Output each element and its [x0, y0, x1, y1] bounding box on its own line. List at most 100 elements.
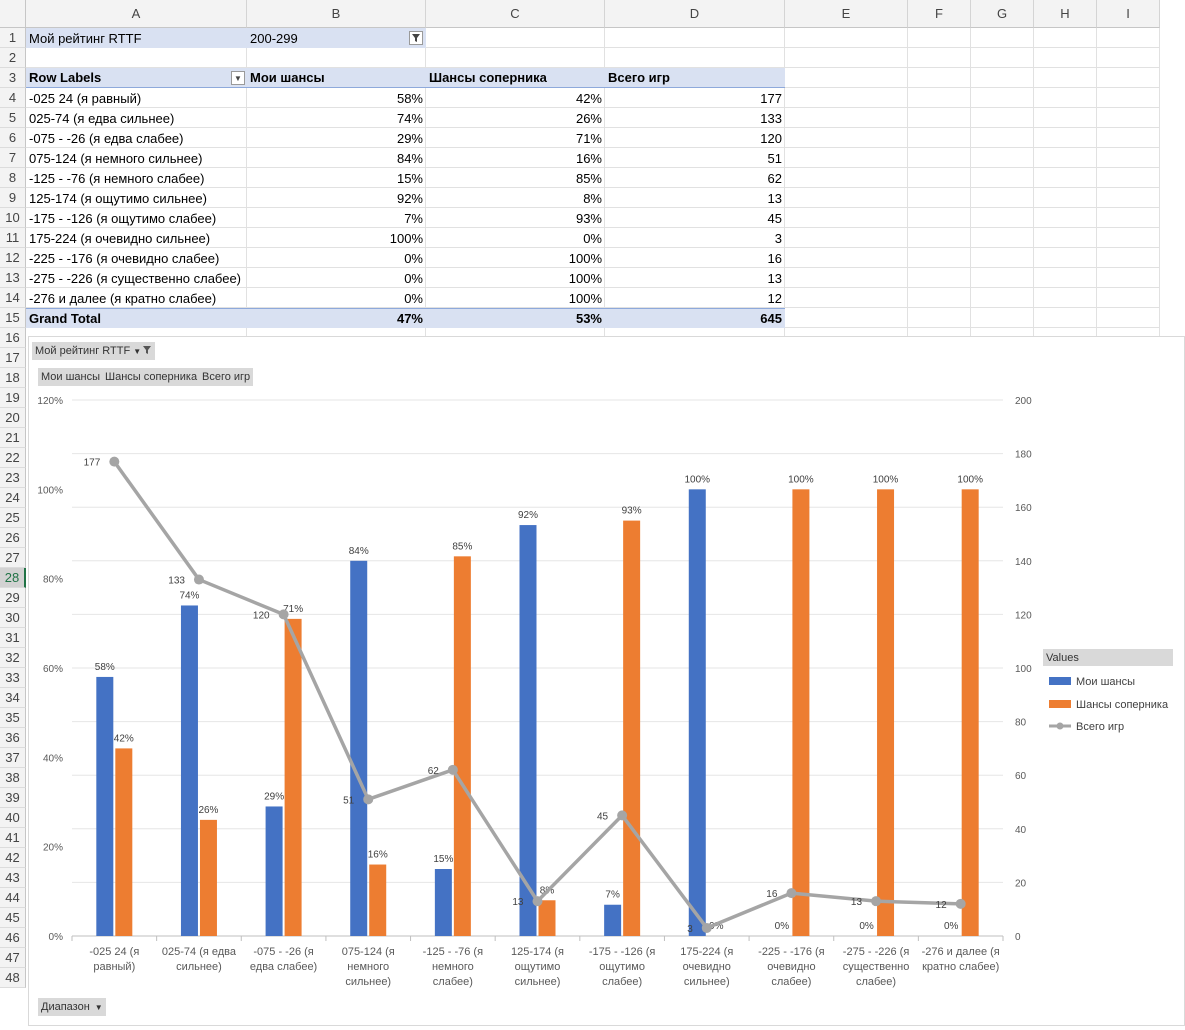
row-header-38[interactable]: 38	[0, 768, 26, 788]
row-header-1[interactable]: 1	[0, 28, 26, 48]
row-header-18[interactable]: 18	[0, 368, 26, 388]
row-header-44[interactable]: 44	[0, 888, 26, 908]
pivot-value-cell[interactable]: 0%	[404, 270, 423, 286]
filter-icon[interactable]	[409, 31, 423, 45]
pivot-value-cell[interactable]: 93%	[575, 210, 602, 226]
pivot-chart[interactable]: Мой рейтинг RTTF ▼ Мои шансы Шансы сопер…	[28, 336, 1185, 1026]
row-header-32[interactable]: 32	[0, 648, 26, 668]
pivot-value-cell[interactable]: 177	[760, 90, 782, 106]
pivot-value-cell[interactable]: 15%	[396, 170, 423, 186]
column-header-e[interactable]: E	[785, 0, 908, 28]
pivot-value-cell[interactable]: 3	[774, 230, 782, 246]
column-header-g[interactable]: G	[971, 0, 1034, 28]
row-header-46[interactable]: 46	[0, 928, 26, 948]
column-header-a[interactable]: A	[26, 0, 247, 28]
pivot-value-cell[interactable]: 133	[760, 110, 782, 126]
row-header-8[interactable]: 8	[0, 168, 26, 188]
pivot-row-label[interactable]: -276 и далее (я кратно слабее)	[29, 290, 217, 306]
pivot-value-cell[interactable]: 120	[760, 130, 782, 146]
row-header-6[interactable]: 6	[0, 128, 26, 148]
row-header-16[interactable]: 16	[0, 328, 26, 348]
pivot-value-cell[interactable]: 45	[767, 210, 782, 226]
pivot-row-label[interactable]: 125-174 (я ощутимо сильнее)	[29, 190, 207, 206]
pivot-row-label[interactable]: 025-74 (я едва сильнее)	[29, 110, 175, 126]
pivot-value-cell[interactable]: 92%	[396, 190, 423, 206]
row-header-36[interactable]: 36	[0, 728, 26, 748]
pivot-value-cell[interactable]: 16	[767, 250, 782, 266]
chart-values-button-total-games[interactable]: Всего игр	[199, 368, 254, 386]
column-header-i[interactable]: I	[1097, 0, 1160, 28]
row-header-20[interactable]: 20	[0, 408, 26, 428]
row-header-15[interactable]: 15	[0, 308, 26, 328]
row-header-48[interactable]: 48	[0, 968, 26, 988]
pivot-row-label[interactable]: -025 24 (я равный)	[29, 90, 142, 106]
row-header-5[interactable]: 5	[0, 108, 26, 128]
pivot-row-label[interactable]: 075-124 (я немного сильнее)	[29, 150, 203, 166]
row-header-27[interactable]: 27	[0, 548, 26, 568]
pivot-value-cell[interactable]: 29%	[396, 130, 423, 146]
pivot-value-cell[interactable]: 100%	[389, 230, 423, 246]
filter-value[interactable]: 200-299	[247, 28, 426, 48]
pivot-value-cell[interactable]: 100%	[568, 270, 602, 286]
row-header-3[interactable]: 3	[0, 68, 26, 88]
pivot-value-cell[interactable]: 0%	[583, 230, 602, 246]
chart-axis-field-button[interactable]: Диапазон ▼	[38, 998, 106, 1016]
row-header-28[interactable]: 28	[0, 568, 26, 588]
row-header-47[interactable]: 47	[0, 948, 26, 968]
row-header-4[interactable]: 4	[0, 88, 26, 108]
pivot-value-cell[interactable]: 85%	[575, 170, 602, 186]
row-header-41[interactable]: 41	[0, 828, 26, 848]
pivot-value-cell[interactable]: 8%	[583, 190, 602, 206]
chart-values-button-opponent-chances[interactable]: Шансы соперника	[102, 368, 201, 386]
pivot-value-cell[interactable]: 62	[767, 170, 782, 186]
pivot-row-label[interactable]: -175 - -126 (я ощутимо слабее)	[29, 210, 217, 226]
pivot-value-cell[interactable]: 100%	[568, 290, 602, 306]
row-header-33[interactable]: 33	[0, 668, 26, 688]
row-header-23[interactable]: 23	[0, 468, 26, 488]
chevron-down-icon[interactable]: ▼	[231, 71, 245, 85]
pivot-row-label[interactable]: -225 - -176 (я очевидно слабее)	[29, 250, 220, 266]
row-header-21[interactable]: 21	[0, 428, 26, 448]
chart-values-button-my-chances[interactable]: Мои шансы	[38, 368, 104, 386]
pivot-value-cell[interactable]: 74%	[396, 110, 423, 126]
row-header-26[interactable]: 26	[0, 528, 26, 548]
pivot-value-cell[interactable]: 58%	[396, 90, 423, 106]
pivot-value-cell[interactable]: 16%	[575, 150, 602, 166]
row-header-37[interactable]: 37	[0, 748, 26, 768]
row-header-17[interactable]: 17	[0, 348, 26, 368]
row-header-9[interactable]: 9	[0, 188, 26, 208]
row-header-14[interactable]: 14	[0, 288, 26, 308]
row-header-35[interactable]: 35	[0, 708, 26, 728]
row-header-11[interactable]: 11	[0, 228, 26, 248]
row-header-40[interactable]: 40	[0, 808, 26, 828]
row-header-24[interactable]: 24	[0, 488, 26, 508]
row-header-12[interactable]: 12	[0, 248, 26, 268]
pivot-value-cell[interactable]: 100%	[568, 250, 602, 266]
row-header-34[interactable]: 34	[0, 688, 26, 708]
select-all-corner[interactable]	[0, 0, 26, 28]
pivot-value-cell[interactable]: 13	[767, 270, 782, 286]
row-header-10[interactable]: 10	[0, 208, 26, 228]
row-header-22[interactable]: 22	[0, 448, 26, 468]
column-header-d[interactable]: D	[605, 0, 785, 28]
row-header-7[interactable]: 7	[0, 148, 26, 168]
pivot-value-cell[interactable]: 51	[767, 150, 782, 166]
pivot-value-cell[interactable]: 0%	[404, 250, 423, 266]
row-header-19[interactable]: 19	[0, 388, 26, 408]
row-header-31[interactable]: 31	[0, 628, 26, 648]
row-header-2[interactable]: 2	[0, 48, 26, 68]
row-header-30[interactable]: 30	[0, 608, 26, 628]
column-header-h[interactable]: H	[1034, 0, 1097, 28]
column-header-b[interactable]: B	[247, 0, 426, 28]
column-header-f[interactable]: F	[908, 0, 971, 28]
pivot-value-cell[interactable]: 7%	[404, 210, 423, 226]
pivot-value-cell[interactable]: 0%	[404, 290, 423, 306]
row-header-29[interactable]: 29	[0, 588, 26, 608]
pivot-row-label[interactable]: 175-224 (я очевидно сильнее)	[29, 230, 211, 246]
pivot-row-label[interactable]: -075 - -26 (я едва слабее)	[29, 130, 184, 146]
row-header-42[interactable]: 42	[0, 848, 26, 868]
pivot-value-cell[interactable]: 12	[767, 290, 782, 306]
chart-filter-field-button[interactable]: Мой рейтинг RTTF ▼	[32, 342, 156, 360]
pivot-value-cell[interactable]: 13	[767, 190, 782, 206]
